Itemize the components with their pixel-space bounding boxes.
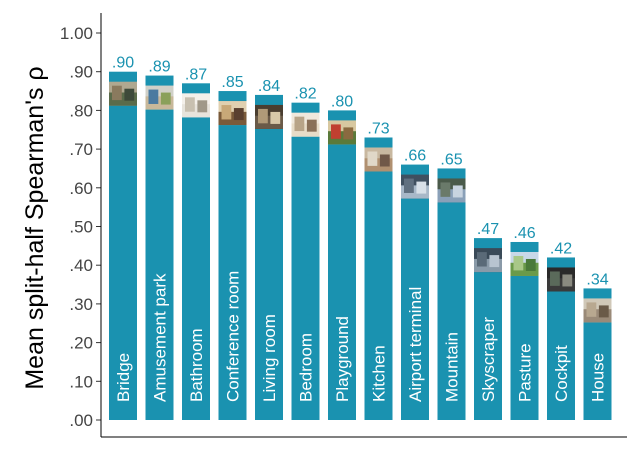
bar — [145, 75, 174, 420]
value-label: .89 — [148, 59, 170, 76]
category-label: Mountain — [443, 332, 462, 402]
y-tick-label: 1.00 — [60, 24, 93, 43]
bar-group: .42 Cockpit — [547, 240, 575, 420]
bar-group: .90 Bridge — [109, 55, 137, 420]
bar-group: .85 Conference room — [218, 74, 247, 421]
y-tick-label: .90 — [69, 63, 93, 82]
axes — [100, 13, 627, 438]
pasture-thumbnail — [510, 251, 539, 276]
category-label: Conference room — [224, 271, 243, 402]
skyscraper-thumbnail — [474, 248, 502, 273]
bar — [182, 83, 210, 420]
y-tick-label: .80 — [69, 101, 93, 120]
y-tick-label: .00 — [69, 411, 93, 430]
bar — [109, 71, 137, 420]
y-tick-label: .10 — [69, 372, 93, 391]
value-label: .80 — [331, 93, 353, 110]
bar-group: .89 Amusement park — [145, 59, 174, 420]
bar — [255, 94, 283, 421]
y-tick-label: .60 — [69, 179, 93, 198]
bar-group: .66 Airport terminal — [401, 148, 429, 420]
y-axis-ticks: .00 .10 .20 .30 .40 .50 .60 .70 .80 .90 1.00 — [60, 24, 101, 430]
bridge-thumbnail — [109, 81, 137, 106]
value-label: .84 — [258, 78, 280, 95]
value-label: .65 — [440, 151, 462, 168]
conference-room-thumbnail — [218, 101, 247, 126]
value-label: .85 — [221, 74, 243, 91]
category-label: Cockpit — [552, 345, 571, 402]
y-tick-label: .20 — [69, 334, 93, 353]
bar-group: .82 Bedroom — [291, 86, 320, 420]
category-label: Amusement park — [151, 273, 170, 402]
value-label: .42 — [550, 240, 572, 257]
bar-group: .87 Bathroom — [182, 66, 210, 420]
cockpit-thumbnail — [547, 267, 575, 292]
y-tick-label: .40 — [69, 256, 93, 275]
value-label: .47 — [477, 221, 499, 238]
bar-group: .80 Playground — [328, 93, 356, 421]
living-room-thumbnail — [255, 104, 283, 129]
value-label: .66 — [404, 148, 426, 165]
house-thumbnail — [583, 298, 612, 323]
value-label: .46 — [513, 225, 535, 242]
value-label: .82 — [294, 86, 316, 103]
value-label: .34 — [586, 271, 608, 288]
mountain-thumbnail — [437, 178, 466, 203]
amusement-park-thumbnail — [145, 85, 174, 110]
y-tick-label: .50 — [69, 218, 93, 237]
category-label: Living room — [260, 314, 279, 402]
bar-group: .84 Living room — [255, 78, 283, 421]
bar-group: .46 Pasture — [510, 225, 539, 420]
category-label: Kitchen — [370, 345, 389, 402]
bedroom-thumbnail — [291, 112, 320, 137]
airport-terminal-thumbnail — [401, 174, 429, 199]
bars: .90 Bridge .89 Amusement park .87 Bathroom .85… — [109, 55, 612, 421]
category-label: House — [589, 353, 608, 402]
bar — [401, 164, 429, 420]
y-tick-label: .30 — [69, 295, 93, 314]
value-label: .73 — [367, 120, 389, 137]
bar — [291, 102, 320, 420]
category-label: Bridge — [114, 353, 133, 402]
value-label: .87 — [185, 66, 207, 83]
playground-thumbnail — [328, 120, 356, 145]
category-label: Airport terminal — [406, 287, 425, 402]
bar — [437, 168, 466, 420]
y-axis-title: Mean split-half Spearman's ρ — [21, 66, 49, 389]
kitchen-thumbnail — [364, 147, 393, 172]
y-axis-title-text: Mean split-half Spearman's ρ — [21, 66, 49, 389]
category-label: Playground — [333, 316, 352, 402]
bar-group: .73 Kitchen — [364, 120, 393, 421]
bathroom-thumbnail — [182, 93, 210, 118]
category-label: Skyscraper — [479, 317, 498, 402]
bar — [364, 137, 393, 421]
y-tick-label: .70 — [69, 140, 93, 159]
value-label: .90 — [112, 55, 134, 72]
bar-group: .47 Skyscraper — [474, 221, 502, 420]
category-label: Bedroom — [297, 333, 316, 402]
bar-group: .34 House — [583, 271, 612, 420]
category-label: Bathroom — [187, 328, 206, 402]
category-label: Pasture — [516, 343, 535, 402]
bar-group: .65 Mountain — [437, 151, 466, 420]
bar — [218, 91, 247, 421]
bar — [328, 110, 356, 421]
